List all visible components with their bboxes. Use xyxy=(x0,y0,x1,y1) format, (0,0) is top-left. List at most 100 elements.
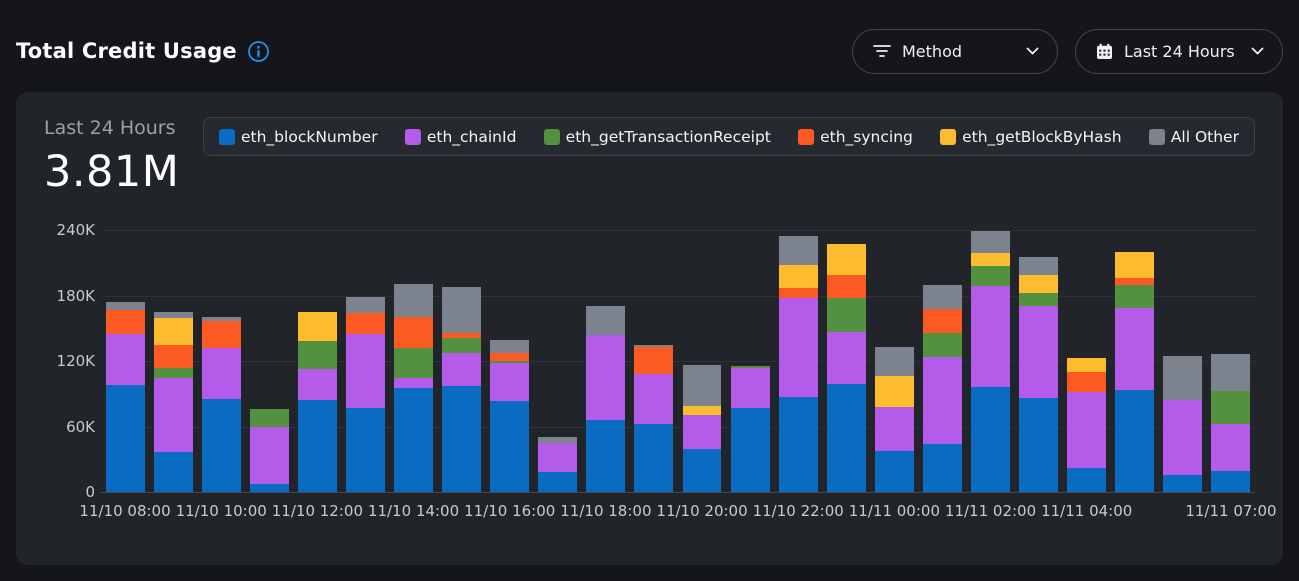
bar-segment-eth-blocknumber[interactable] xyxy=(1067,467,1107,492)
legend-item-all-other[interactable]: All Other xyxy=(1148,128,1239,146)
bar-segment-eth-chainid[interactable] xyxy=(105,333,145,386)
bar-segment-eth-blocknumber[interactable] xyxy=(442,386,482,492)
bar-segment-eth-getblockbyhash[interactable] xyxy=(778,264,818,288)
bar-segment-eth-blocknumber[interactable] xyxy=(394,388,433,492)
stacked-bar[interactable] xyxy=(1163,230,1203,492)
stacked-bar[interactable] xyxy=(153,230,193,492)
bar-segment-all-other[interactable] xyxy=(778,235,818,265)
bar-segment-eth-blocknumber[interactable] xyxy=(730,407,770,492)
bar-segment-eth-chainid[interactable] xyxy=(778,297,818,398)
bar-segment-eth-gettransactionreceipt[interactable] xyxy=(1019,293,1058,307)
bar-segment-eth-chainid[interactable] xyxy=(682,414,722,450)
bar-segment-eth-blocknumber[interactable] xyxy=(682,449,722,492)
stacked-bar[interactable] xyxy=(1211,230,1251,492)
stacked-bar[interactable] xyxy=(922,230,962,492)
bar-segment-eth-chainid[interactable] xyxy=(1115,307,1155,391)
bar-segment-eth-getblockbyhash[interactable] xyxy=(153,318,193,345)
stacked-bar[interactable] xyxy=(394,230,433,492)
bar-segment-eth-getblockbyhash[interactable] xyxy=(1019,274,1058,294)
bar-segment-eth-chainid[interactable] xyxy=(1211,424,1251,472)
stacked-bar[interactable] xyxy=(778,230,818,492)
bar-segment-eth-chainid[interactable] xyxy=(1163,400,1203,475)
bar-segment-all-other[interactable] xyxy=(442,286,482,333)
bar-segment-eth-syncing[interactable] xyxy=(1067,371,1107,392)
bar-segment-eth-blocknumber[interactable] xyxy=(586,419,626,492)
bar-segment-eth-blocknumber[interactable] xyxy=(490,401,530,492)
stacked-bar[interactable] xyxy=(201,230,241,492)
bar-segment-all-other[interactable] xyxy=(586,306,626,335)
bar-segment-eth-chainid[interactable] xyxy=(538,442,578,473)
bar-segment-eth-blocknumber[interactable] xyxy=(1019,398,1058,492)
bar-segment-all-other[interactable] xyxy=(634,344,674,347)
stacked-bar[interactable] xyxy=(1115,230,1155,492)
legend-item-eth-gettransactionreceipt[interactable]: eth_getTransactionReceipt xyxy=(543,128,771,146)
bar-segment-eth-gettransactionreceipt[interactable] xyxy=(297,341,337,369)
stacked-bar[interactable] xyxy=(442,230,482,492)
bar-segment-eth-blocknumber[interactable] xyxy=(345,407,385,492)
bar-segment-all-other[interactable] xyxy=(490,340,530,354)
bar-segment-eth-gettransactionreceipt[interactable] xyxy=(970,266,1010,286)
bar-segment-eth-chainid[interactable] xyxy=(1067,391,1107,468)
bar-segment-all-other[interactable] xyxy=(538,437,578,443)
bar-segment-eth-getblockbyhash[interactable] xyxy=(970,252,1010,267)
stacked-bar[interactable] xyxy=(490,230,530,492)
bar-segment-eth-syncing[interactable] xyxy=(394,317,433,348)
bar-segment-eth-blocknumber[interactable] xyxy=(297,400,337,492)
bar-segment-eth-blocknumber[interactable] xyxy=(874,450,914,492)
bar-segment-eth-blocknumber[interactable] xyxy=(922,443,962,492)
bar-segment-eth-gettransactionreceipt[interactable] xyxy=(730,366,770,368)
stacked-bar[interactable] xyxy=(874,230,914,492)
bar-segment-eth-gettransactionreceipt[interactable] xyxy=(1211,390,1251,425)
legend-item-eth-blocknumber[interactable]: eth_blockNumber xyxy=(219,128,378,146)
bar-segment-eth-gettransactionreceipt[interactable] xyxy=(826,297,866,332)
bar-segment-all-other[interactable] xyxy=(682,365,722,406)
bar-segment-eth-chainid[interactable] xyxy=(442,353,482,387)
bar-segment-eth-blocknumber[interactable] xyxy=(1211,471,1251,492)
bar-segment-all-other[interactable] xyxy=(1163,355,1203,401)
stacked-bar[interactable] xyxy=(682,230,722,492)
bar-segment-eth-chainid[interactable] xyxy=(153,378,193,452)
bar-segment-all-other[interactable] xyxy=(153,311,193,319)
bar-segment-eth-chainid[interactable] xyxy=(730,367,770,408)
stacked-bar[interactable] xyxy=(538,230,578,492)
bar-segment-eth-getblockbyhash[interactable] xyxy=(297,311,337,342)
bar-segment-eth-getblockbyhash[interactable] xyxy=(682,405,722,415)
stacked-bar[interactable] xyxy=(1067,230,1107,492)
bar-segment-eth-chainid[interactable] xyxy=(201,347,241,400)
bar-segment-eth-chainid[interactable] xyxy=(874,406,914,451)
bar-segment-all-other[interactable] xyxy=(345,296,385,313)
stacked-bar[interactable] xyxy=(297,230,337,492)
stacked-bar[interactable] xyxy=(730,230,770,492)
bar-segment-eth-syncing[interactable] xyxy=(634,346,674,375)
stacked-bar[interactable] xyxy=(970,230,1010,492)
stacked-bar[interactable] xyxy=(826,230,866,492)
bar-segment-all-other[interactable] xyxy=(970,231,1010,253)
bar-segment-eth-syncing[interactable] xyxy=(778,287,818,298)
bar-segment-eth-blocknumber[interactable] xyxy=(538,472,578,492)
bar-segment-eth-gettransactionreceipt[interactable] xyxy=(922,332,962,357)
bar-segment-eth-chainid[interactable] xyxy=(394,378,433,389)
stacked-bar[interactable] xyxy=(105,230,145,492)
bar-segment-eth-getblockbyhash[interactable] xyxy=(874,376,914,407)
bar-segment-eth-chainid[interactable] xyxy=(345,333,385,408)
bar-segment-all-other[interactable] xyxy=(922,284,962,309)
stacked-bar[interactable] xyxy=(249,230,289,492)
bar-segment-eth-getblockbyhash[interactable] xyxy=(1115,251,1155,279)
stacked-bar[interactable] xyxy=(634,230,674,492)
bar-segment-eth-blocknumber[interactable] xyxy=(1163,474,1203,492)
bar-segment-eth-syncing[interactable] xyxy=(153,344,193,368)
bar-segment-eth-chainid[interactable] xyxy=(586,334,626,420)
legend-item-eth-getblockbyhash[interactable]: eth_getBlockByHash xyxy=(940,128,1122,146)
legend-item-eth-syncing[interactable]: eth_syncing xyxy=(798,128,913,146)
bar-segment-eth-blocknumber[interactable] xyxy=(970,387,1010,492)
bar-segment-eth-gettransactionreceipt[interactable] xyxy=(249,409,289,427)
bar-segment-all-other[interactable] xyxy=(105,302,145,310)
bar-segment-eth-gettransactionreceipt[interactable] xyxy=(153,367,193,379)
bar-segment-eth-syncing[interactable] xyxy=(345,313,385,334)
bar-segment-eth-chainid[interactable] xyxy=(490,363,530,402)
bar-segment-eth-chainid[interactable] xyxy=(249,426,289,485)
bar-segment-all-other[interactable] xyxy=(201,317,241,321)
stacked-bar[interactable] xyxy=(586,230,626,492)
bar-segment-eth-syncing[interactable] xyxy=(922,308,962,333)
bar-segment-eth-chainid[interactable] xyxy=(297,368,337,401)
